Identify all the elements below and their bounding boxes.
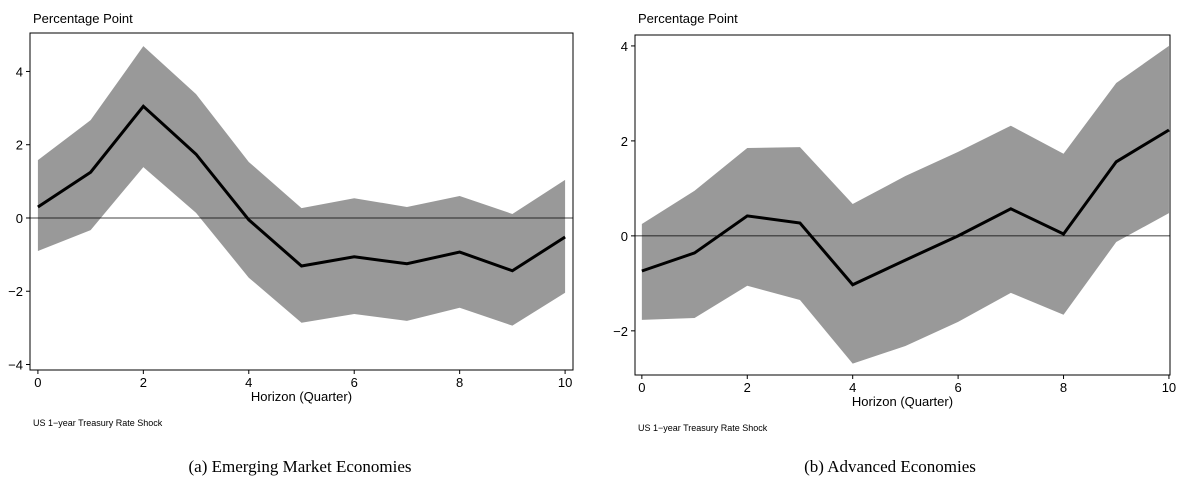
confidence-band	[37, 46, 566, 326]
confidence-band	[641, 45, 1169, 364]
y-tick-label: 4	[621, 39, 628, 54]
x-tick-label: 10	[1162, 380, 1176, 395]
x-axis-title: Horizon (Quarter)	[852, 394, 953, 409]
caption: (b) Advanced Economies	[804, 457, 976, 476]
x-tick-label: 10	[558, 375, 572, 390]
x-tick-label: 0	[34, 375, 41, 390]
y-axis-title: Percentage Point	[638, 11, 738, 26]
x-tick-label: 2	[744, 380, 751, 395]
y-tick-label: 2	[16, 138, 23, 153]
y-tick-label: −2	[8, 284, 23, 299]
x-tick-label: 4	[245, 375, 252, 390]
x-axis-title: Horizon (Quarter)	[251, 389, 352, 404]
note: US 1−year Treasury Rate Shock	[638, 423, 768, 433]
note: US 1−year Treasury Rate Shock	[33, 418, 163, 428]
plot-frame	[29, 32, 574, 371]
x-tick-label: 8	[456, 375, 463, 390]
x-tick-label: 6	[954, 380, 961, 395]
response-line	[641, 128, 1170, 287]
y-tick-label: −2	[613, 324, 628, 339]
x-tick-label: 8	[1060, 380, 1067, 395]
caption: (a) Emerging Market Economies	[189, 457, 412, 476]
x-tick-label: 4	[849, 380, 856, 395]
y-tick-label: −4	[8, 358, 23, 373]
x-tick-label: 0	[638, 380, 645, 395]
x-tick-label: 2	[140, 375, 147, 390]
x-tick-label: 6	[351, 375, 358, 390]
y-tick-label: 2	[621, 134, 628, 149]
response-line	[37, 104, 566, 273]
y-tick-label: 4	[16, 64, 23, 79]
plot-frame	[634, 34, 1171, 376]
y-tick-label: 0	[621, 229, 628, 244]
y-axis-title: Percentage Point	[33, 11, 133, 26]
y-tick-label: 0	[16, 211, 23, 226]
